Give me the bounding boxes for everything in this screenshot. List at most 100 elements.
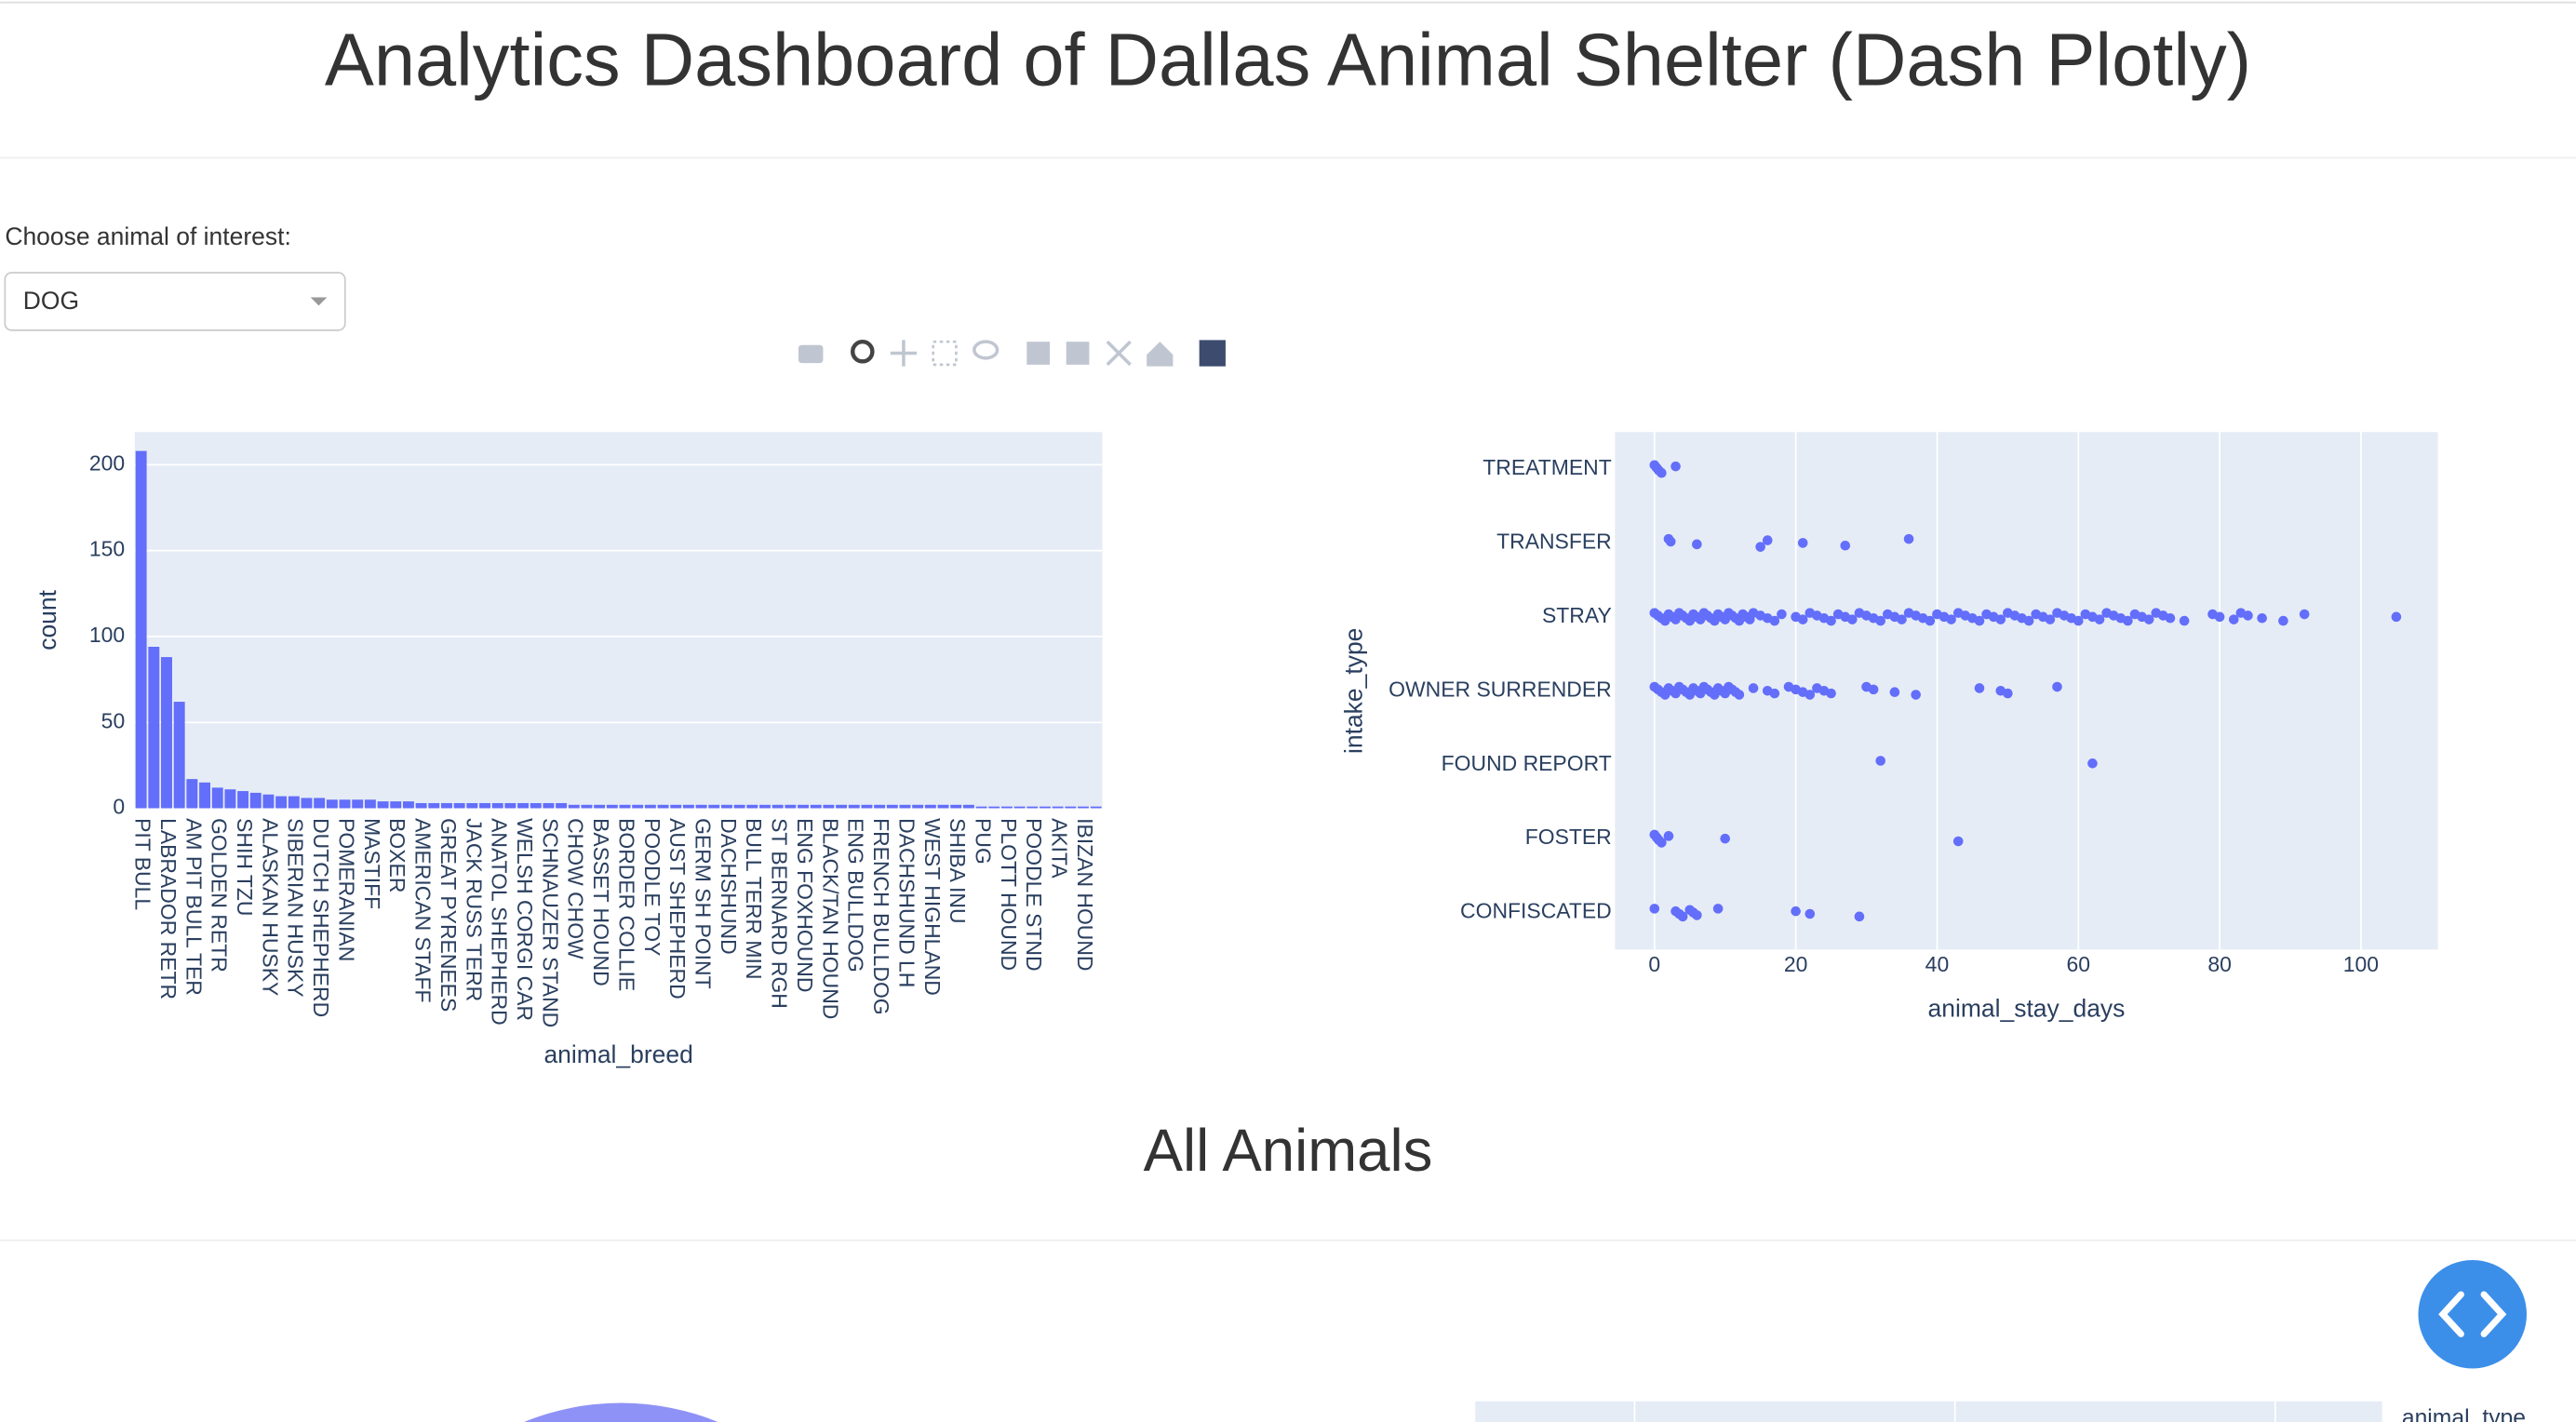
plotly-logo[interactable] (1199, 340, 1226, 367)
dropdown-caret[interactable] (310, 297, 328, 306)
bar (543, 802, 555, 809)
data-point (1826, 688, 1836, 699)
data-point (1805, 690, 1816, 700)
select-icon[interactable] (932, 340, 958, 367)
dropdown-label: Choose animal of interest: (5, 222, 291, 250)
bar (988, 806, 1000, 809)
camera-icon[interactable] (798, 344, 824, 364)
x-tick-label: LABRADOR RETR (156, 818, 181, 999)
bar (823, 804, 835, 809)
data-point (1791, 906, 1801, 917)
bar (326, 799, 338, 809)
dropdown-value[interactable]: DOG (23, 287, 79, 315)
lasso-icon[interactable] (973, 340, 1000, 360)
bar (848, 804, 860, 809)
x-tick-label: PLOTT HOUND (997, 818, 1021, 971)
code-button-circle[interactable] (2418, 1259, 2527, 1369)
data-point (1720, 833, 1731, 844)
x-axis-title: animal_stay_days (1928, 995, 2126, 1023)
x-tick-label: ENG BULLDOG (844, 818, 868, 973)
bar (479, 802, 490, 809)
data-point (1712, 904, 1724, 914)
bar (186, 779, 198, 809)
data-point (2023, 615, 2034, 626)
bar (390, 801, 402, 809)
bar (785, 804, 797, 809)
dropdown-box[interactable] (4, 272, 346, 331)
x-tick-label: POODLE TOY (640, 818, 664, 956)
x-tick-label: ALASKAN HUSKY (258, 818, 282, 996)
bar (810, 804, 822, 809)
bar (161, 657, 172, 809)
bar (695, 804, 707, 809)
bar (746, 804, 758, 809)
home-icon[interactable] (1147, 342, 1174, 367)
bar (619, 804, 631, 809)
x-tick-label: 80 (2207, 952, 2232, 976)
y-tick-label: TRANSFER (1496, 529, 1612, 553)
bar (224, 789, 236, 809)
x-tick-label: DUTCH SHEPHERD (309, 818, 333, 1017)
data-point (2391, 611, 2402, 623)
bar (924, 804, 936, 809)
data-point (2003, 688, 2013, 699)
bar (1065, 806, 1077, 809)
code-icon[interactable] (2438, 1291, 2507, 1337)
data-point (2045, 614, 2056, 624)
bar (759, 804, 771, 809)
bottom-panel: animal_type (524, 1401, 2526, 1422)
dropdown[interactable]: DOG (4, 272, 346, 331)
x-tick-label: 100 (2343, 952, 2379, 976)
bar (314, 798, 326, 809)
x-tick-label: SIBERIAN HUSKY (284, 818, 308, 997)
data-point (2143, 614, 2154, 624)
y-tick-label: OWNER SURRENDER (1389, 677, 1612, 701)
data-point (2299, 609, 2310, 620)
data-point (1868, 684, 1879, 695)
data-point (2278, 615, 2288, 626)
data-point (2123, 615, 2133, 626)
bar (733, 804, 745, 809)
data-point (1755, 542, 1765, 552)
bar (886, 804, 898, 809)
bar (937, 804, 949, 809)
plot-area (1475, 1401, 2382, 1422)
data-point (1875, 756, 1886, 766)
bar (720, 804, 732, 809)
bar (339, 799, 351, 809)
zoom-icon[interactable] (851, 339, 875, 364)
x-tick-label: 40 (1925, 952, 1950, 976)
data-point (1974, 615, 1985, 626)
x-tick-label: SHIBA INU (946, 818, 970, 923)
x-tick-label: WEST HIGHLAND (920, 818, 945, 996)
bar (237, 791, 249, 809)
bar (1026, 806, 1039, 809)
bar (415, 802, 427, 809)
x-tick-label: MASTIFF (360, 818, 384, 909)
y-tick-label: TREATMENT (1483, 455, 1611, 479)
data-point (2094, 614, 2105, 624)
bar (148, 646, 160, 809)
x-tick-label: IBIZAN HOUND (1073, 818, 1097, 971)
bar (962, 804, 974, 809)
zoom-in-icon[interactable] (1026, 342, 1051, 365)
pan-icon[interactable] (890, 340, 918, 367)
bar (899, 804, 911, 809)
bar (1078, 806, 1089, 809)
data-point (2087, 758, 2098, 769)
bar (682, 804, 694, 809)
bar (504, 802, 517, 809)
autoscale-icon[interactable] (1106, 340, 1132, 367)
bar (874, 804, 886, 809)
data-point (1974, 683, 1985, 693)
bar (530, 802, 542, 809)
x-tick-label: JACK RUSS TERR (462, 818, 486, 1001)
data-point (1897, 614, 1907, 624)
x-tick-label: BASSET HOUND (589, 818, 613, 986)
data-point (1762, 535, 1773, 545)
bar (556, 802, 568, 809)
data-point (1946, 614, 1956, 624)
code-button[interactable] (2418, 1259, 2527, 1369)
zoom-out-icon[interactable] (1066, 342, 1090, 365)
